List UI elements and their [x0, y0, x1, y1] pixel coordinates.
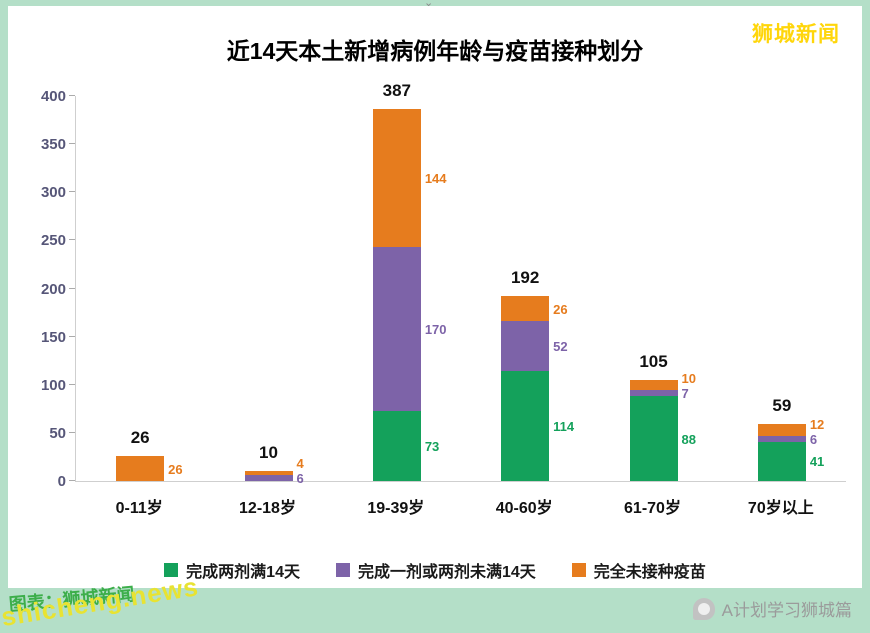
x-axis-label: 12-18岁 — [239, 500, 296, 517]
bar-segment — [629, 379, 678, 390]
x-axis-label: 70岁以上 — [747, 500, 814, 517]
plot-area: 26 26 6 4 10 73 170 144 387 114 52 26 192 88 7 10 105 41 6… — [69, 81, 846, 486]
legend-label: 完成两剂满14天 — [186, 564, 300, 581]
y-tick-label: 400 — [40, 88, 66, 105]
segment-value-label: 144 — [424, 170, 447, 186]
legend-swatch — [164, 563, 179, 577]
bar-total-label: 192 — [510, 268, 540, 288]
bar-segment — [501, 321, 550, 372]
brand-logo-text: 狮城新闻 — [752, 23, 840, 46]
legend-item: 完成两剂满14天 — [164, 558, 300, 582]
segment-value-label: 6 — [809, 431, 818, 447]
bar-segment — [116, 455, 165, 481]
y-tick-label: 100 — [40, 376, 66, 394]
x-axis-label: 0-11岁 — [115, 500, 163, 517]
legend-swatch — [571, 563, 586, 577]
y-tick-label: 0 — [57, 473, 66, 490]
segment-value-label: 7 — [681, 385, 689, 401]
bar-total-label: 26 — [130, 427, 150, 447]
bar-segment — [629, 396, 678, 481]
y-tick-label: 200 — [40, 280, 66, 298]
y-tick-label: 300 — [40, 184, 66, 202]
segment-value-label: 4 — [296, 456, 304, 472]
segment-value-label: 88 — [681, 431, 696, 447]
collapse-chevron-icon: ⌄ — [424, 0, 436, 9]
x-axis-label: 19-39岁 — [367, 500, 425, 517]
legend-item: 完成一剂或两剂未满14天 — [335, 558, 536, 582]
bar-segment — [757, 441, 806, 481]
bar-segment — [501, 371, 550, 481]
segment-value-label: 114 — [553, 419, 575, 435]
segment-value-label: 12 — [809, 416, 825, 432]
x-axis-label: 61-70岁 — [624, 500, 681, 517]
legend-item: 完全未接种疫苗 — [571, 558, 706, 582]
bar-segment — [629, 389, 678, 397]
y-tick-mark — [69, 95, 75, 96]
segment-value-label: 10 — [681, 370, 696, 386]
segment-value-label: 41 — [809, 454, 825, 470]
bar-segment — [757, 435, 806, 442]
legend-label: 完成一剂或两剂未满14天 — [357, 564, 536, 581]
y-tick-label: 350 — [40, 136, 66, 154]
watermark-label: A计划学习狮城篇 — [721, 601, 852, 620]
watermark-hand-icon — [692, 597, 715, 620]
y-tick-mark — [69, 143, 75, 145]
y-tick-label: 50 — [49, 424, 66, 442]
y-tick-mark — [69, 431, 75, 433]
bar-total-label: 10 — [259, 443, 278, 463]
chart-legend: 完成两剂满14天 完成一剂或两剂未满14天 完全未接种疫苗 — [8, 558, 862, 582]
bar-total-label: 387 — [382, 80, 412, 100]
bar-segment — [757, 424, 806, 436]
segment-value-label: 52 — [553, 339, 568, 355]
bar-segment — [372, 247, 421, 411]
y-tick-mark — [69, 239, 75, 241]
chart-title: 近14天本土新增病例年龄与疫苗接种划分 — [226, 38, 644, 64]
segment-value-label: 26 — [168, 461, 183, 477]
y-tick-mark — [69, 191, 75, 193]
bar-segment — [372, 410, 421, 481]
segment-value-label: 26 — [553, 301, 568, 317]
y-tick-mark — [69, 383, 75, 385]
bar-total-label: 105 — [639, 351, 668, 371]
x-axis-label: 40-60岁 — [495, 500, 553, 517]
chart-panel: 近14天本土新增病例年龄与疫苗接种划分 狮城新闻 完成两剂满14天 完成一剂或两剂… — [8, 6, 862, 588]
y-axis: 0 50 100 150 200 250 300 350 400 — [20, 88, 66, 490]
bar-segment — [501, 296, 550, 322]
bar-total-label: 59 — [772, 396, 792, 416]
x-axis: 0-11岁 12-18岁 19-39岁 40-60岁 61-70岁 70岁以上 — [75, 494, 845, 520]
legend-label: 完全未接种疫苗 — [593, 564, 706, 581]
segment-value-label: 6 — [296, 471, 304, 487]
y-tick-label: 250 — [40, 232, 66, 250]
watermark: A计划学习狮城篇 — [692, 596, 852, 621]
bar-segment — [244, 475, 293, 481]
y-tick-mark — [69, 480, 75, 481]
y-tick-mark — [69, 335, 75, 337]
bar-segment — [244, 471, 293, 476]
bar-segment — [372, 108, 421, 248]
y-tick-mark — [69, 287, 75, 289]
legend-swatch — [335, 563, 350, 577]
y-tick-label: 150 — [40, 328, 66, 346]
segment-value-label: 170 — [424, 321, 447, 337]
segment-value-label: 73 — [424, 438, 440, 454]
